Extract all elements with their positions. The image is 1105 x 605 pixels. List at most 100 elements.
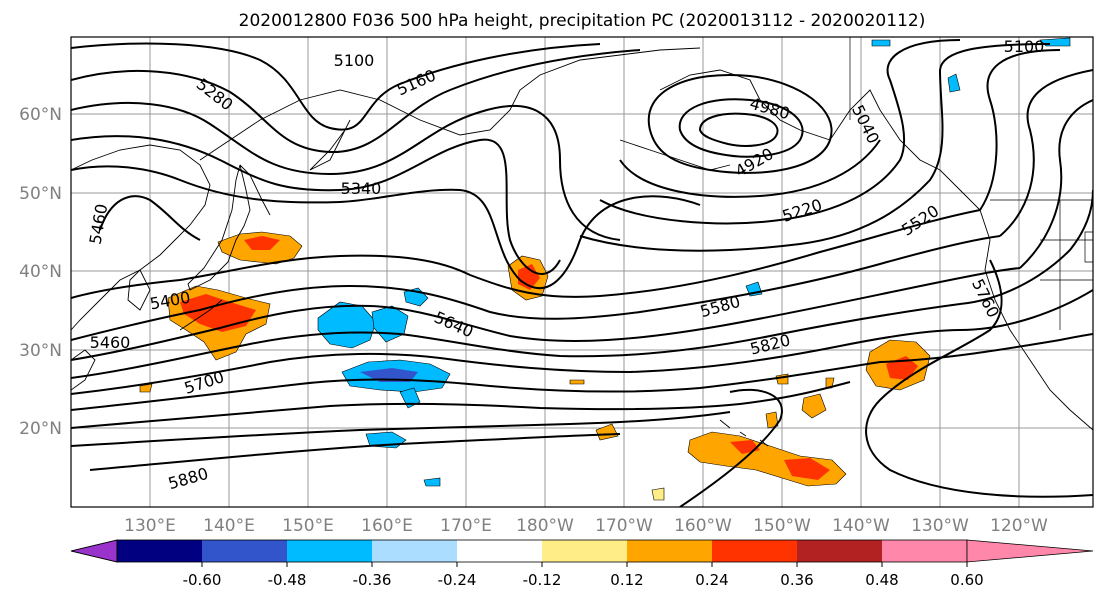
lon-label-160w: 160°W	[674, 516, 732, 536]
border-us-states	[1040, 200, 1093, 330]
border-box	[1084, 231, 1093, 263]
precip-core-hawaii-2	[784, 458, 830, 480]
precip-shading	[139, 37, 1071, 501]
contour-low-4980	[678, 98, 804, 158]
coast-siberia	[199, 47, 701, 161]
lat-label-50n: 50°N	[19, 184, 62, 204]
colorbar-extend-low	[70, 539, 118, 563]
contour-5880	[89, 433, 621, 471]
contour-5160-east	[599, 39, 961, 225]
precip-blob-small-4	[775, 373, 789, 385]
contour-5220-west	[71, 102, 621, 241]
contour-5640	[71, 329, 961, 395]
coast-korea	[127, 269, 151, 311]
colorbar-label-10: 0.60	[950, 571, 983, 589]
colorbar-seg-8	[627, 540, 712, 562]
colorbar-seg-6	[457, 540, 542, 562]
contour-5460-east	[959, 289, 1093, 331]
contour-5100-east	[979, 49, 1061, 211]
lat-label-40n: 40°N	[19, 262, 62, 282]
precip-cold-core-3	[360, 368, 418, 382]
lon-label-160e: 160°E	[361, 516, 413, 536]
colorbar-label-3: -0.36	[353, 571, 392, 589]
colorbar-label-6: 0.12	[610, 571, 643, 589]
contour-5520-east	[879, 333, 1093, 363]
longitude-labels: 130°E 140°E 150°E 160°E 170°E 180°W 170°…	[124, 516, 1048, 536]
colorbar-label-2: -0.48	[268, 571, 307, 589]
contour-5700	[71, 361, 881, 411]
colorbar-label-8: 0.36	[780, 571, 813, 589]
colorbar-seg-2	[117, 540, 202, 562]
colorbar-extend-low-outline	[70, 539, 118, 563]
colorbar-seg-3	[202, 540, 287, 562]
contour-5280-east	[999, 69, 1093, 237]
contour-5100-west	[71, 42, 601, 131]
contour-5400-east	[959, 189, 1093, 305]
map-frame	[70, 36, 1094, 508]
precip-blob-small-5	[825, 377, 835, 389]
figure-title: 2020012800 F036 500 hPa height, precipit…	[239, 11, 926, 31]
coastlines	[71, 47, 1093, 447]
contour-low-outer	[647, 74, 833, 174]
contour-5040	[619, 139, 881, 198]
colorbar-label-4: -0.24	[438, 571, 477, 589]
colorbar-seg-7	[542, 540, 627, 562]
colorbar: -0.60 -0.48 -0.36 -0.24 -0.12 0.12 0.24 …	[70, 539, 1094, 589]
contour-5760	[71, 381, 851, 429]
contour-5520	[71, 267, 1021, 361]
precip-blob-hawaii-n	[801, 393, 827, 419]
colorbar-ticks	[201, 562, 968, 567]
precip-blob-small-6	[139, 383, 153, 393]
height-contours	[71, 39, 1093, 507]
lon-label-180w: 180°W	[516, 516, 574, 536]
lat-label-60n: 60°N	[19, 105, 62, 125]
colorbar-label-1: -0.60	[183, 571, 222, 589]
contour-5340	[71, 165, 701, 289]
latitude-labels: 60°N 50°N 40°N 30°N 20°N	[19, 105, 62, 439]
lon-label-140w: 140°W	[832, 516, 890, 536]
contour-5460-a	[99, 195, 201, 241]
lon-label-140e: 140°E	[203, 516, 255, 536]
colorbar-seg-11	[882, 540, 967, 562]
coast-alaska-na	[659, 69, 1093, 431]
colorbar-seg-4	[287, 540, 372, 562]
contour-label-5460b: 5460	[90, 333, 131, 352]
colorbar-label-5: -0.12	[523, 571, 562, 589]
contour-5880-hawaii	[679, 388, 783, 507]
contour-5820	[71, 411, 731, 447]
lon-label-150e: 150°E	[282, 516, 334, 536]
map-background	[71, 37, 1093, 507]
borders	[849, 37, 1093, 330]
contour-5280	[71, 135, 561, 275]
contour-label-5100b: 5100	[1004, 37, 1045, 56]
precip-cold-9	[871, 39, 891, 47]
colorbar-seg-10	[797, 540, 882, 562]
coast-kamchatka	[309, 119, 351, 171]
contour-5220-east	[579, 43, 1051, 252]
contour-5340-east	[1019, 99, 1093, 269]
colorbar-label-7: 0.24	[695, 571, 728, 589]
precip-cold-7	[423, 477, 441, 487]
lat-label-20n: 20°N	[19, 419, 62, 439]
lon-label-170w: 170°W	[595, 516, 653, 536]
coast-china-south	[71, 349, 96, 391]
lat-label-30n: 30°N	[19, 341, 62, 361]
lon-label-170e: 170°E	[440, 516, 492, 536]
map-panel: 5100 5160 5280 5340 5460 5400 5460 5640 …	[70, 36, 1094, 508]
contour-5400	[71, 209, 981, 299]
contour-5760-east	[865, 259, 1093, 498]
lon-label-150w: 150°W	[753, 516, 811, 536]
contour-low-4920	[698, 112, 779, 147]
contour-5160	[71, 49, 641, 154]
contour-5460-b	[71, 235, 1001, 341]
coast-aleutians	[619, 139, 731, 171]
colorbar-extend-high	[966, 539, 1094, 563]
contour-5580	[71, 303, 961, 379]
coast-hawaii	[719, 419, 769, 447]
precip-cold-11	[947, 73, 961, 93]
precip-blob-small-1	[595, 423, 619, 441]
precip-blob-small-7	[651, 487, 665, 501]
coast-kurils	[239, 164, 271, 216]
